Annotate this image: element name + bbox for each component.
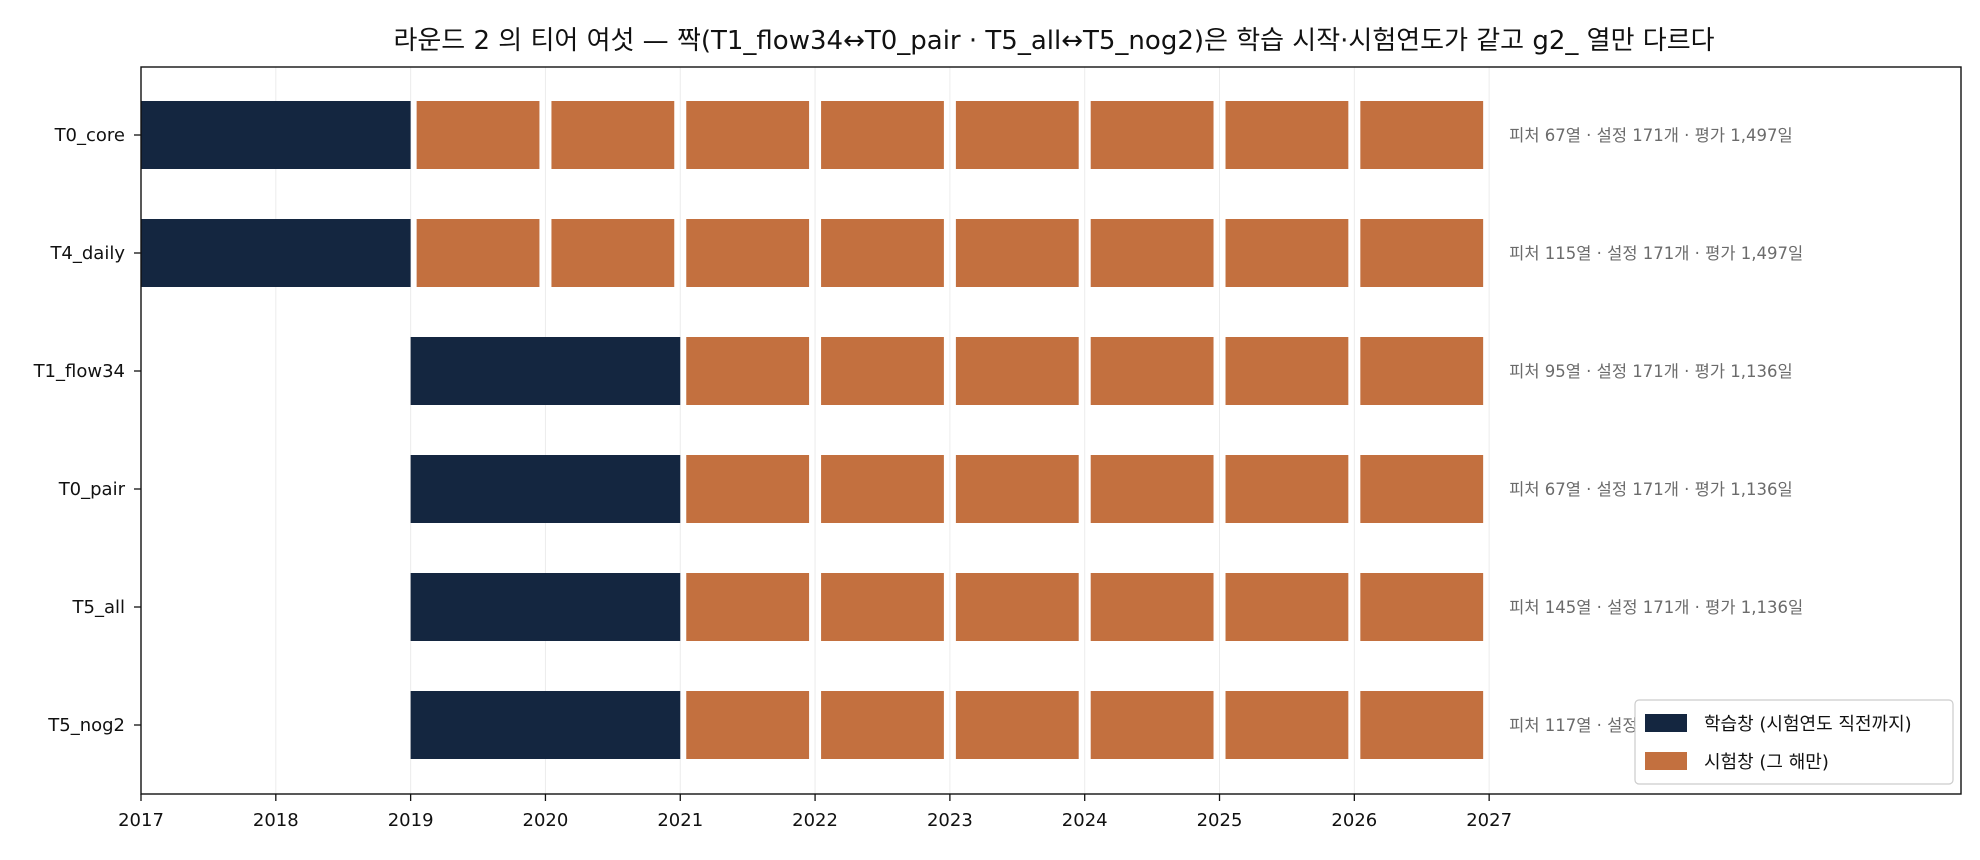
train-bar-T5_all	[410, 573, 681, 641]
test-bar-T5_nog2-2022	[821, 691, 944, 759]
test-bar-T5_nog2-2024	[1090, 691, 1214, 759]
x-tick-label-2021: 2021	[657, 810, 703, 831]
test-bar-T0_pair-2026	[1360, 455, 1484, 523]
test-bar-T4_daily-2024	[1090, 219, 1214, 287]
test-bar-T0_pair-2022	[821, 455, 944, 523]
train-bar-T5_nog2	[410, 691, 681, 759]
x-tick-label-2020: 2020	[523, 810, 569, 831]
legend-label-test: 시험창 (그 해만)	[1704, 752, 1829, 773]
test-bar-T5_nog2-2025	[1225, 691, 1349, 759]
test-bar-T0_pair-2021	[686, 455, 810, 523]
test-bar-T1_flow34-2025	[1225, 337, 1349, 405]
test-bar-T4_daily-2022	[821, 219, 944, 287]
test-bar-T4_daily-2021	[686, 219, 810, 287]
y-tick-label-T5_all: T5_all	[72, 597, 125, 618]
test-bar-T4_daily-2026	[1360, 219, 1484, 287]
annotation-T0_core: 피처 67열 · 설정 171개 · 평가 1,497일	[1509, 126, 1793, 145]
x-tick-label-2018: 2018	[253, 810, 299, 831]
y-tick-label-T0_pair: T0_pair	[58, 479, 126, 500]
y-tick-label-T5_nog2: T5_nog2	[47, 715, 125, 736]
x-tick-label-2017: 2017	[118, 810, 164, 831]
bars-layer	[141, 101, 1484, 759]
test-bar-T1_flow34-2022	[821, 337, 944, 405]
test-bar-T0_core-2021	[686, 101, 810, 169]
train-bar-T0_pair	[410, 455, 681, 523]
test-bar-T4_daily-2019	[416, 219, 540, 287]
test-bar-T5_nog2-2026	[1360, 691, 1484, 759]
test-bar-T0_core-2024	[1090, 101, 1214, 169]
test-bar-T1_flow34-2026	[1360, 337, 1484, 405]
legend-box	[1634, 699, 1954, 785]
test-bar-T0_core-2022	[821, 101, 944, 169]
x-tick-label-2024: 2024	[1062, 810, 1108, 831]
test-bar-T1_flow34-2024	[1090, 337, 1214, 405]
chart-title: 라운드 2 의 티어 여섯 — 짝(T1_flow34↔T0_pair · T5…	[393, 26, 1714, 56]
grid-layer	[140, 67, 1490, 794]
train-bar-T0_core	[141, 101, 411, 169]
test-bar-T5_all-2026	[1360, 573, 1484, 641]
test-bar-T0_pair-2024	[1090, 455, 1214, 523]
test-bar-T5_nog2-2023	[955, 691, 1079, 759]
test-bar-T5_all-2021	[686, 573, 810, 641]
legend: 학습창 (시험연도 직전까지) 시험창 (그 해만)	[1634, 699, 1954, 785]
train-bar-T4_daily	[141, 219, 411, 287]
annotation-T4_daily: 피처 115열 · 설정 171개 · 평가 1,497일	[1509, 244, 1803, 263]
test-bar-T0_core-2019	[416, 101, 540, 169]
x-tick-label-2025: 2025	[1197, 810, 1243, 831]
x-tick-label-2022: 2022	[792, 810, 838, 831]
plot-frame	[140, 66, 1962, 795]
y-tick-label-T0_core: T0_core	[54, 125, 125, 146]
test-bar-T5_all-2022	[821, 573, 944, 641]
legend-label-train: 학습창 (시험연도 직전까지)	[1704, 714, 1912, 735]
annotation-T1_flow34: 피처 95열 · 설정 171개 · 평가 1,136일	[1509, 362, 1793, 381]
test-bar-T4_daily-2020	[551, 219, 675, 287]
test-bar-T0_core-2023	[955, 101, 1079, 169]
annotation-T5_all: 피처 145열 · 설정 171개 · 평가 1,136일	[1509, 598, 1803, 617]
test-bar-T1_flow34-2023	[955, 337, 1079, 405]
test-bar-T5_all-2025	[1225, 573, 1349, 641]
x-tick-label-2026: 2026	[1331, 810, 1377, 831]
x-tick-label-2019: 2019	[388, 810, 434, 831]
axis-layer: 2017 2018 2019 2020 2021 2022 2023 2024 2025 2026…	[33, 125, 1512, 831]
legend-swatch-test	[1645, 752, 1687, 770]
test-bar-T0_pair-2023	[955, 455, 1079, 523]
train-bar-T1_flow34	[410, 337, 681, 405]
test-bar-T0_pair-2025	[1225, 455, 1349, 523]
test-bar-T4_daily-2025	[1225, 219, 1349, 287]
test-bar-T5_all-2023	[955, 573, 1079, 641]
legend-swatch-train	[1645, 714, 1687, 732]
test-bar-T1_flow34-2021	[686, 337, 810, 405]
test-bar-T0_core-2020	[551, 101, 675, 169]
x-tick-label-2023: 2023	[927, 810, 973, 831]
annotation-T0_pair: 피처 67열 · 설정 171개 · 평가 1,136일	[1509, 480, 1793, 499]
test-bar-T5_nog2-2021	[686, 691, 810, 759]
test-bar-T0_core-2026	[1360, 101, 1484, 169]
test-bar-T4_daily-2023	[955, 219, 1079, 287]
x-tick-label-2027: 2027	[1466, 810, 1512, 831]
test-bar-T0_core-2025	[1225, 101, 1349, 169]
test-bar-T5_all-2024	[1090, 573, 1214, 641]
y-tick-label-T1_flow34: T1_flow34	[33, 361, 125, 382]
y-tick-label-T4_daily: T4_daily	[49, 243, 125, 264]
